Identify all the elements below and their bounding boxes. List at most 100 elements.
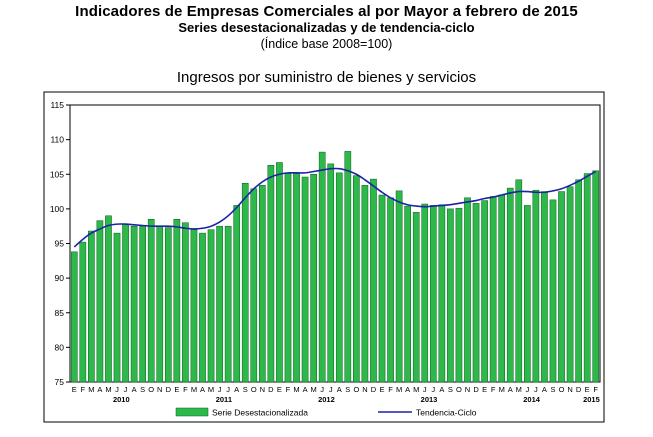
y-tick-label: 115 — [50, 100, 64, 110]
x-month-label: M — [396, 385, 402, 394]
x-month-label: A — [97, 385, 102, 394]
bar — [216, 225, 223, 383]
y-tick-label: 100 — [50, 204, 64, 214]
legend-line-label: Tendencia-Ciclo — [416, 408, 477, 418]
bar — [182, 222, 189, 383]
bar-series — [70, 151, 600, 383]
bar — [455, 207, 463, 383]
bar — [370, 178, 377, 383]
bar — [267, 165, 275, 383]
x-month-label: M — [413, 385, 419, 394]
y-tick-label: 90 — [55, 273, 65, 283]
legend: Serie Desestacionalizada Tendencia-Ciclo — [175, 408, 477, 418]
bar — [164, 227, 172, 383]
x-month-label: J — [320, 385, 324, 394]
bar — [122, 223, 129, 383]
report-title: Indicadores de Empresas Comerciales al p… — [75, 3, 578, 20]
x-month-label: F — [593, 385, 598, 394]
x-month-label: N — [465, 385, 470, 394]
bar — [524, 205, 531, 383]
x-month-label: M — [499, 385, 505, 394]
x-month-label: J — [431, 385, 435, 394]
x-month-label: E — [277, 385, 282, 394]
x-month-label: D — [576, 385, 582, 394]
x-month-label: A — [200, 385, 205, 394]
y-tick-label: 110 — [50, 135, 64, 145]
x-month-label: M — [88, 385, 94, 394]
x-month-label: O — [456, 385, 462, 394]
x-month-label: E — [585, 385, 590, 394]
x-month-label: E — [72, 385, 77, 394]
x-year-label: 2015 — [583, 395, 600, 404]
bar — [387, 197, 394, 383]
bar — [575, 179, 582, 383]
x-month-label: E — [174, 385, 179, 394]
report-subtitle: Series desestacionalizadas y de tendenci… — [178, 20, 475, 35]
bar — [404, 205, 411, 383]
bar — [310, 174, 317, 383]
bar — [233, 205, 241, 383]
x-month-label: J — [226, 385, 230, 394]
bar — [353, 175, 360, 383]
bar — [96, 220, 104, 383]
bar — [583, 173, 591, 383]
x-month-label: D — [268, 385, 274, 394]
x-month-label: M — [105, 385, 111, 394]
x-month-label: A — [542, 385, 547, 394]
bar — [224, 225, 232, 383]
bar — [250, 188, 258, 383]
x-month-label: N — [157, 385, 162, 394]
bar — [515, 179, 523, 383]
bar — [447, 208, 454, 383]
x-year-label: 2012 — [318, 395, 335, 404]
x-month-label: N — [260, 385, 265, 394]
bar — [190, 229, 198, 383]
x-year-label: 2011 — [216, 395, 232, 404]
x-year-label: 2010 — [113, 395, 130, 404]
bar — [344, 151, 352, 383]
x-month-label: S — [345, 385, 350, 394]
x-month-label: A — [234, 385, 239, 394]
bar — [438, 204, 446, 383]
bar — [378, 194, 386, 383]
x-month-label: J — [423, 385, 427, 394]
bar — [335, 172, 343, 383]
bar — [79, 241, 87, 383]
bar — [130, 225, 138, 383]
y-tick-label: 95 — [55, 239, 65, 249]
bar — [464, 197, 471, 383]
y-tick-label: 85 — [55, 308, 65, 318]
x-month-label: N — [567, 385, 572, 394]
bar — [318, 151, 326, 383]
y-tick-label: 105 — [50, 169, 64, 179]
bar — [498, 194, 506, 383]
x-year-label: 2013 — [421, 395, 438, 404]
x-month-label: J — [115, 385, 119, 394]
x-month-label: M — [516, 385, 522, 394]
bar — [327, 163, 335, 383]
x-month-label: D — [473, 385, 479, 394]
bar — [105, 215, 112, 383]
y-tick-label: 75 — [55, 377, 65, 387]
bar — [412, 212, 420, 383]
bar — [421, 203, 429, 383]
x-month-label: M — [293, 385, 299, 394]
x-month-label: J — [329, 385, 333, 394]
trend-series — [73, 167, 597, 248]
bar — [592, 170, 600, 383]
bar — [361, 185, 369, 383]
bar — [558, 191, 565, 383]
x-month-label: J — [218, 385, 222, 394]
bar — [549, 199, 557, 383]
x-month-label: F — [286, 385, 291, 394]
bar — [472, 203, 480, 383]
x-month-label: E — [482, 385, 487, 394]
bar — [301, 176, 309, 383]
x-month-label: F — [491, 385, 496, 394]
x-month-label: S — [243, 385, 248, 394]
bar — [139, 225, 146, 383]
bar — [147, 219, 155, 383]
bar — [284, 173, 292, 383]
